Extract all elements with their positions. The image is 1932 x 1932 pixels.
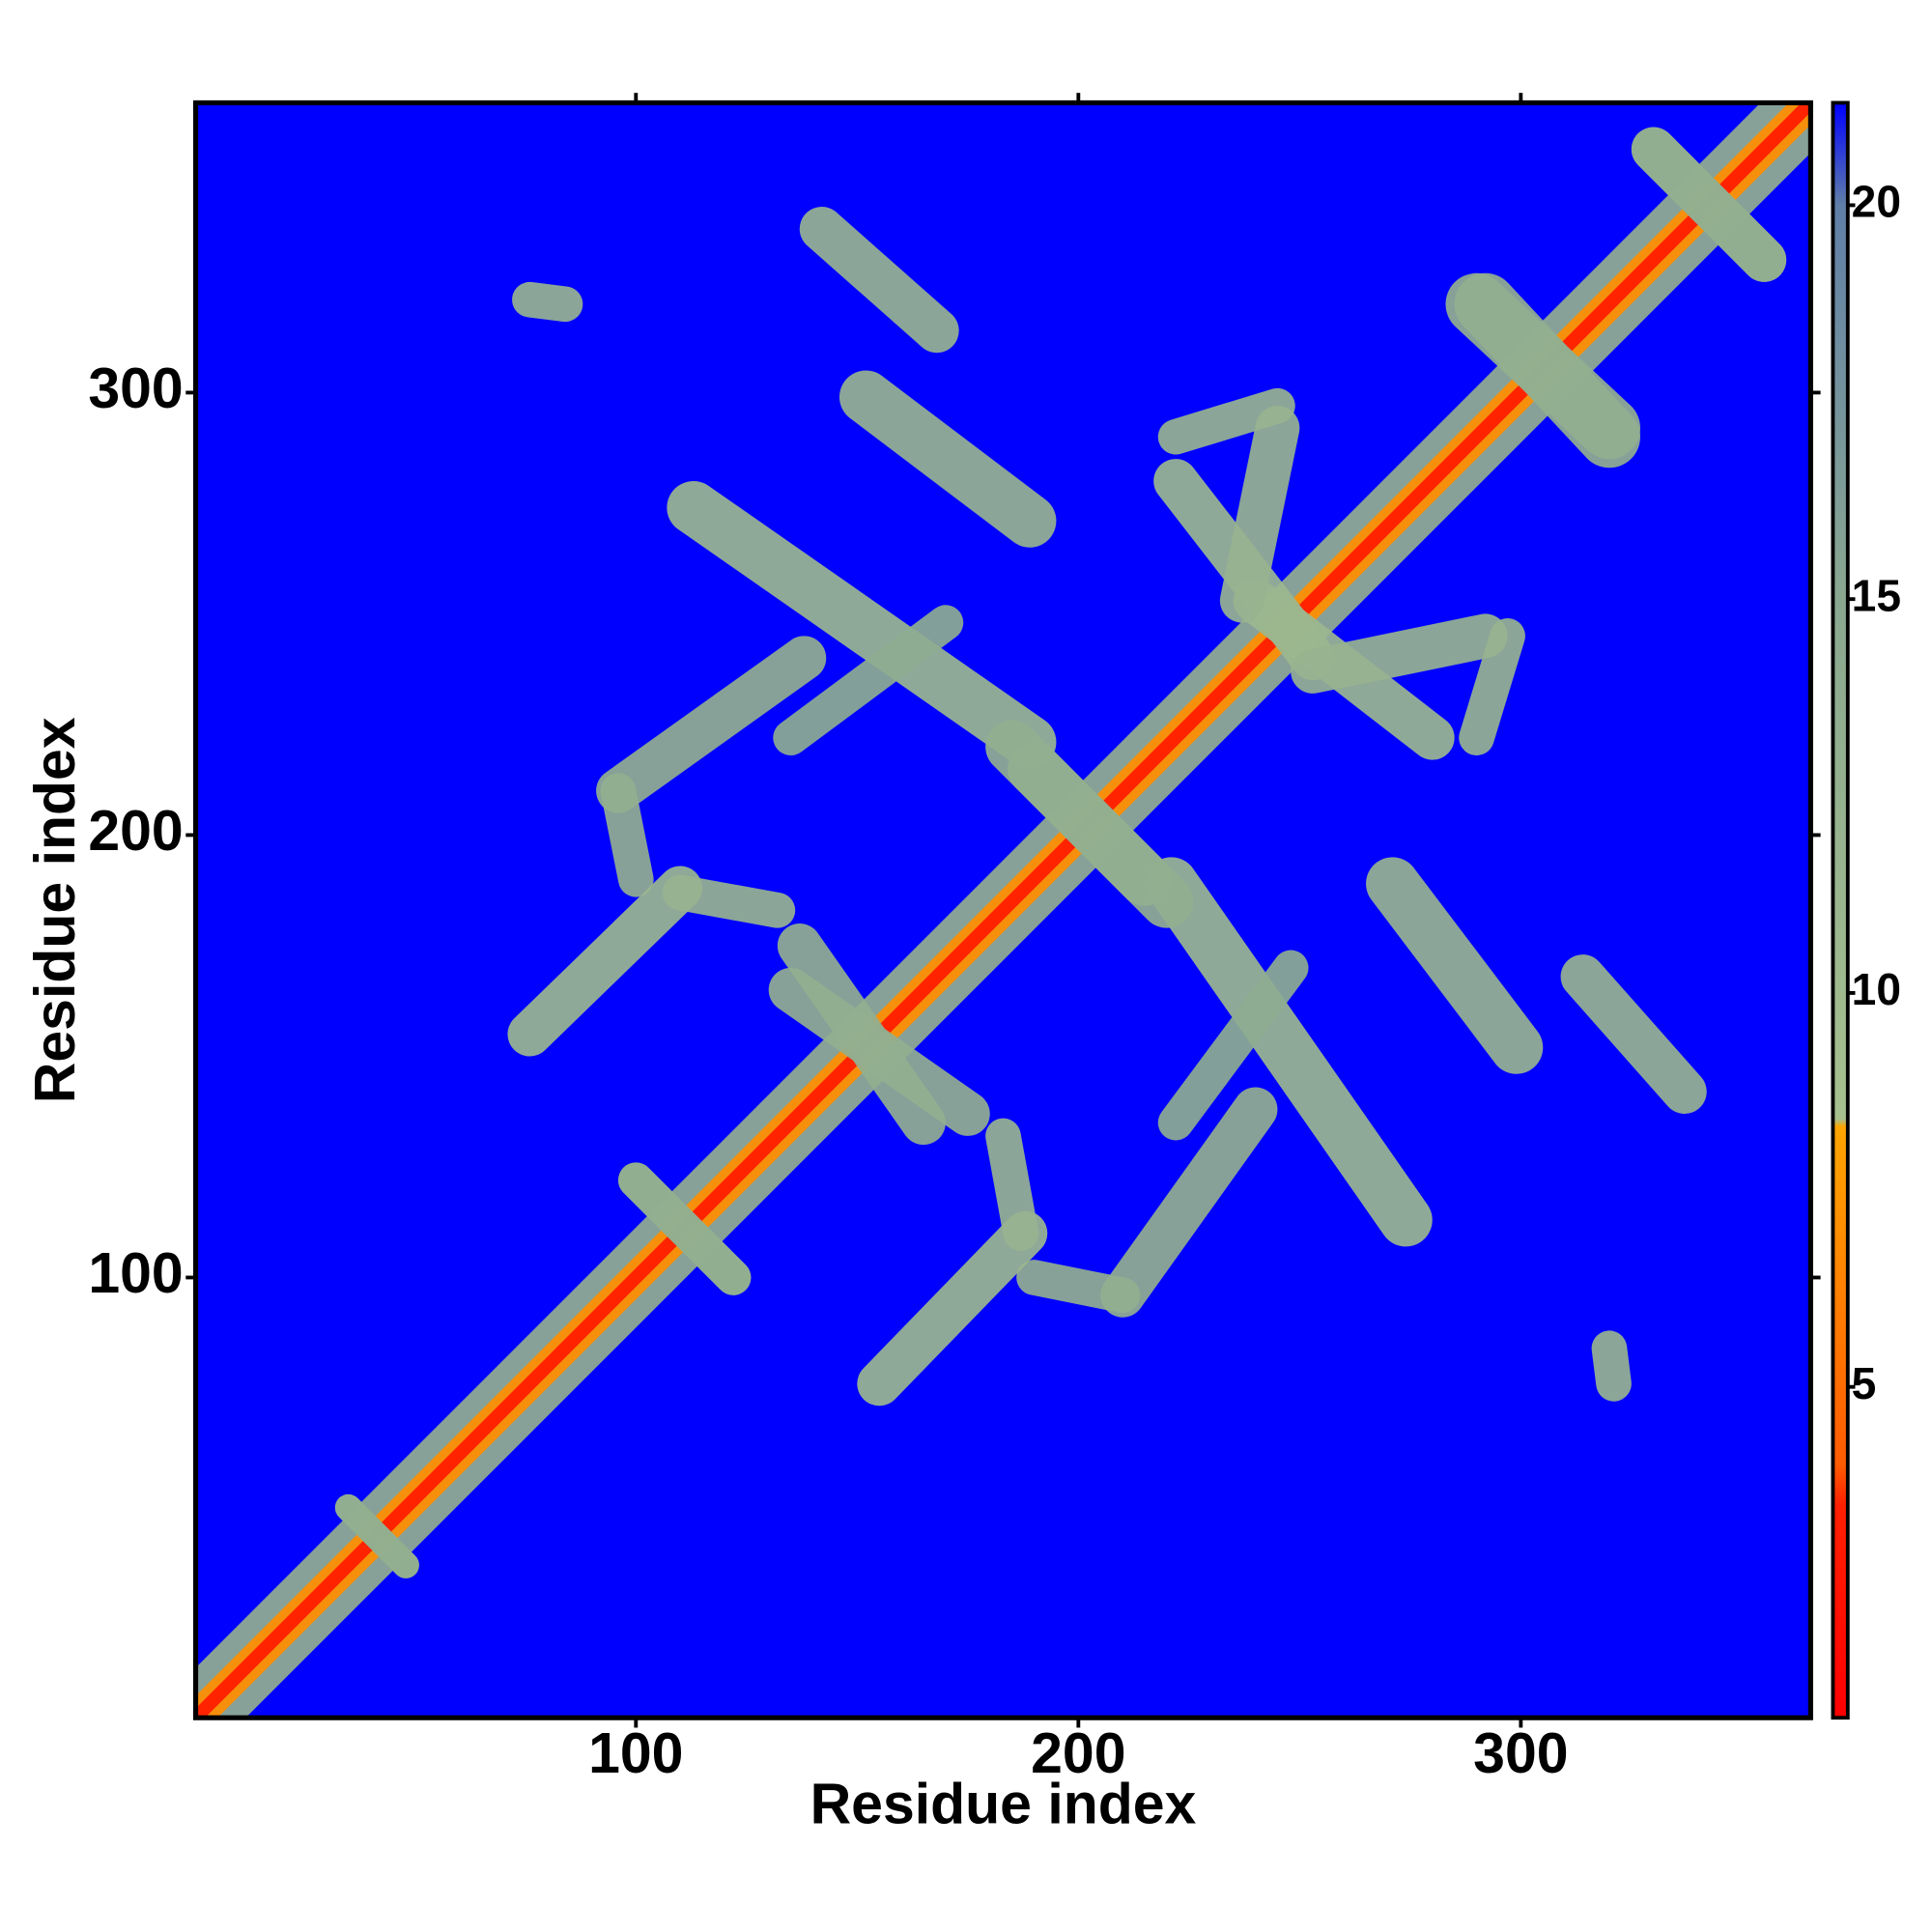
plot-frame xyxy=(193,99,1813,1720)
y-tick-label: 300 xyxy=(88,357,183,420)
y-axis-label: Residue index xyxy=(24,717,87,1103)
colorbar-tick-label: 20 xyxy=(1852,177,1901,227)
x-tick-label: 100 xyxy=(588,1722,683,1785)
x-axis-label: Residue index xyxy=(810,1773,1197,1835)
colorbar-tick-label: 5 xyxy=(1852,1358,1877,1408)
contact-feature xyxy=(662,874,796,928)
contact-feature xyxy=(596,636,827,813)
y-tick-label: 200 xyxy=(88,800,183,863)
contact-feature xyxy=(1100,1087,1278,1318)
contact-feature xyxy=(667,481,1057,769)
y-tick-label: 100 xyxy=(88,1242,183,1305)
x-tick-label: 300 xyxy=(1473,1722,1568,1785)
colorbar-tick-label: 15 xyxy=(1852,570,1901,620)
colorbar xyxy=(1831,100,1850,1720)
contact-feature xyxy=(838,370,1057,548)
contact-feature xyxy=(1016,1260,1141,1314)
x-tick-label: 200 xyxy=(1031,1722,1125,1785)
contact-feature xyxy=(857,1210,1048,1406)
contact-feature xyxy=(512,281,583,323)
contact-feature xyxy=(1291,613,1508,694)
contact-feature xyxy=(1145,857,1433,1247)
contact-feature xyxy=(1366,857,1544,1074)
contact-feature xyxy=(1008,742,1194,928)
colorbar-tick-label: 10 xyxy=(1852,964,1901,1014)
contact-feature xyxy=(1157,950,1309,1141)
contact-feature xyxy=(773,605,964,755)
contact-feature xyxy=(985,1118,1039,1251)
contact-feature xyxy=(1454,272,1641,469)
contact-feature xyxy=(507,866,703,1057)
contact-feature xyxy=(617,1162,752,1295)
contact-feature xyxy=(1631,127,1787,282)
contact-feature xyxy=(1219,406,1300,623)
contact-feature xyxy=(799,207,959,354)
contact-feature xyxy=(1459,618,1525,755)
contact-feature xyxy=(1591,1330,1632,1402)
contact-feature xyxy=(1560,954,1707,1114)
contact-feature xyxy=(334,1493,419,1578)
contact-feature xyxy=(777,923,946,1146)
contact-feature xyxy=(600,773,654,897)
contact-feature xyxy=(1157,387,1295,455)
contacts xyxy=(195,102,1811,1719)
